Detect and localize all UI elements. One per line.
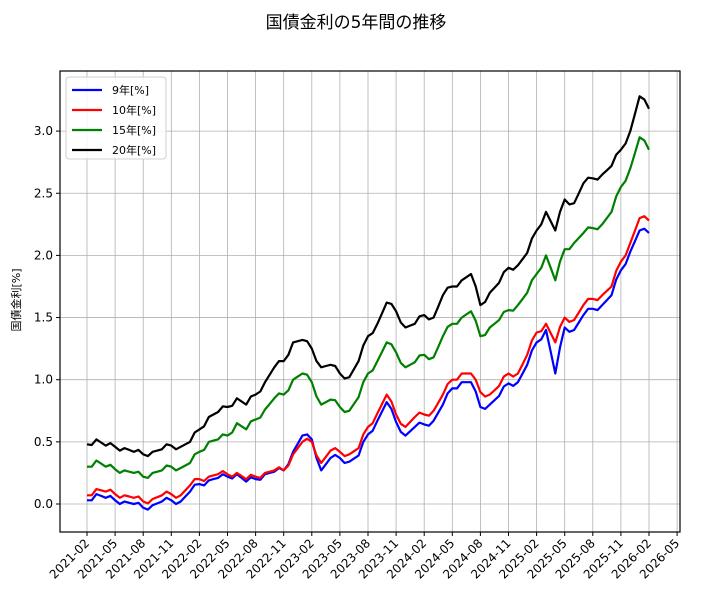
y-axis-ticks: 0.0 0.5 1.0 1.5 2.0 2.5 3.0 xyxy=(34,124,60,511)
y-tick-label: 1.0 xyxy=(34,373,53,387)
y-tick-label: 3.0 xyxy=(34,124,53,138)
data-series xyxy=(86,95,650,511)
series-line xyxy=(86,95,650,458)
y-tick-label: 1.5 xyxy=(34,311,53,325)
series-line xyxy=(87,136,650,479)
legend-label: 15年[%] xyxy=(112,123,156,137)
y-tick-label: 0.5 xyxy=(34,435,53,449)
y-tick-label: 2.5 xyxy=(34,186,53,200)
legend-box xyxy=(65,76,167,160)
chart-title: 国債金利の5年間の推移 xyxy=(265,13,447,33)
y-tick-label: 0.0 xyxy=(34,497,53,511)
series-line xyxy=(87,227,650,511)
x-axis-ticks: 2021-022021-052021-082021-112022-022022-… xyxy=(47,532,682,582)
y-tick-label: 2.0 xyxy=(34,248,53,262)
legend-label: 10年[%] xyxy=(112,103,156,117)
legend-label: 9年[%] xyxy=(112,83,149,97)
plot-frame xyxy=(59,70,681,533)
legend-label: 20年[%] xyxy=(112,143,156,157)
legend: 9年[%] 10年[%] 15年[%] 20年[%] xyxy=(65,76,167,160)
series-line xyxy=(87,215,650,505)
